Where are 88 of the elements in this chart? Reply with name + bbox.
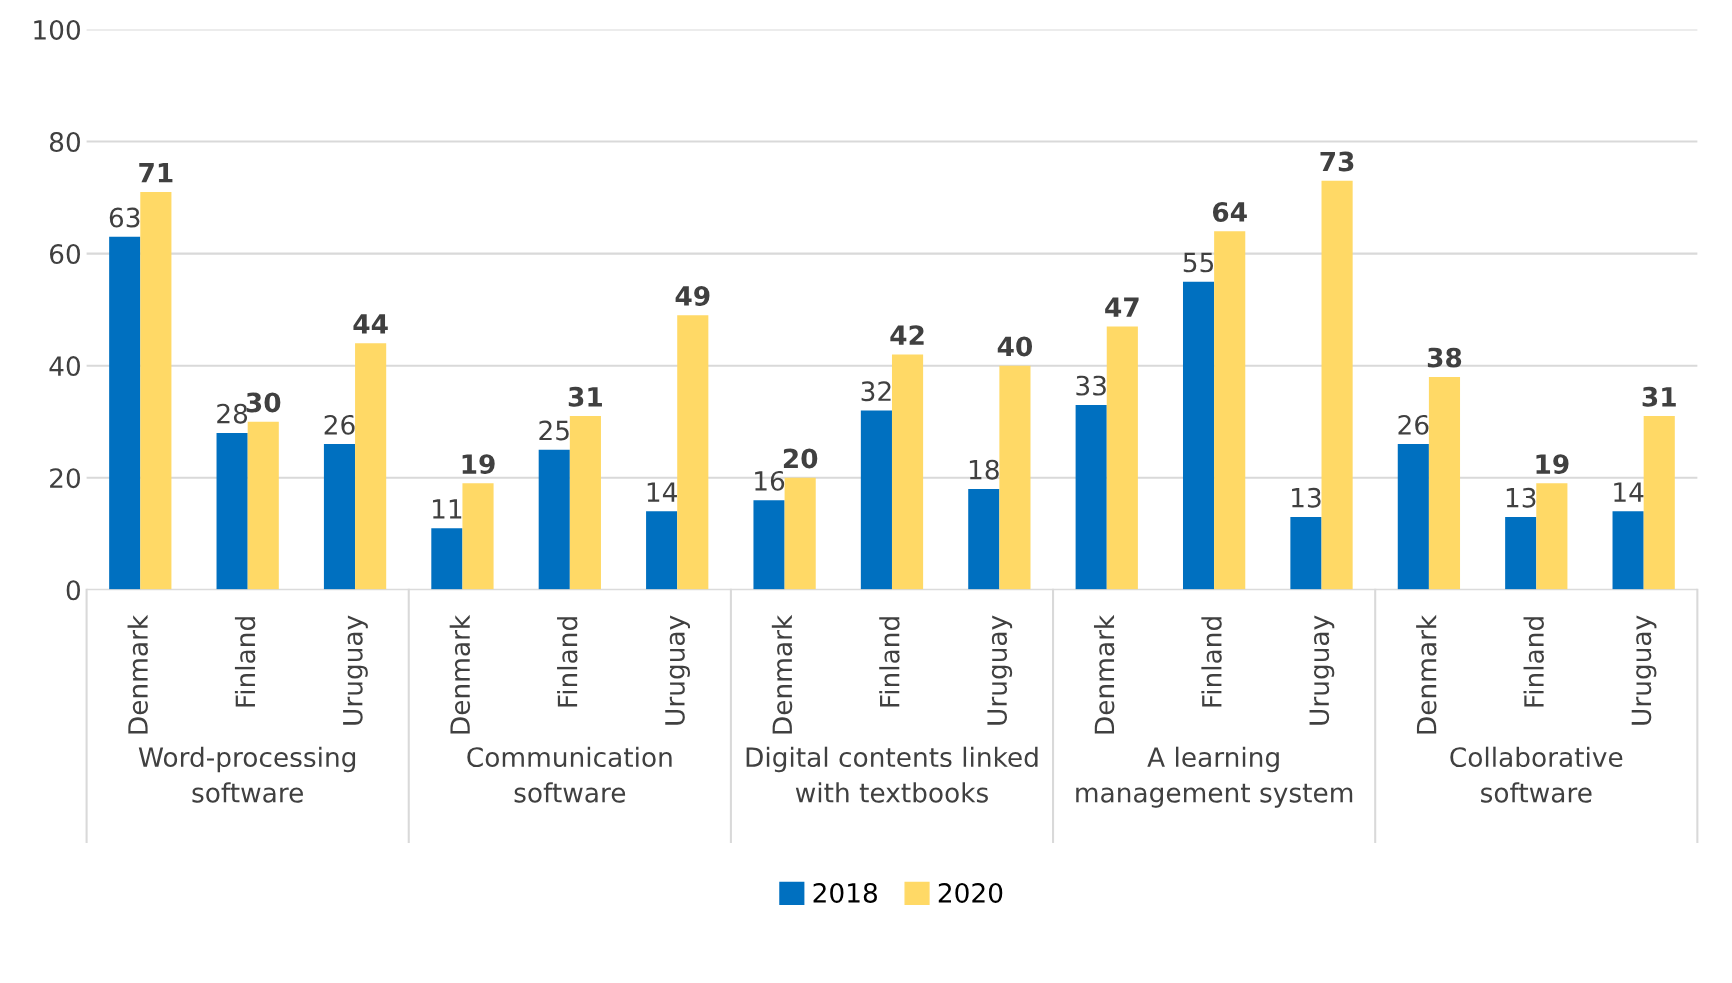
bar bbox=[216, 432, 248, 590]
x-tick-label: Uruguay bbox=[1631, 615, 1657, 725]
x-tick-label: Finland bbox=[234, 617, 256, 707]
bar bbox=[784, 477, 816, 590]
x-tick-label: Finland bbox=[879, 617, 900, 707]
data-label: 31 bbox=[568, 386, 602, 407]
data-label: 19 bbox=[462, 454, 495, 475]
x-tick-label: Denmark bbox=[127, 614, 148, 734]
x-tick-label: Denmark bbox=[1093, 614, 1115, 734]
data-label: 33 bbox=[1076, 375, 1106, 396]
bar bbox=[1428, 376, 1461, 590]
x-tick-label: Uruguay bbox=[343, 615, 368, 725]
data-label: 30 bbox=[246, 392, 281, 413]
data-label: 31 bbox=[1642, 386, 1676, 407]
bar bbox=[1643, 416, 1675, 590]
x-tick-label: Finland bbox=[1523, 617, 1544, 707]
data-label: 13 bbox=[1506, 487, 1536, 508]
data-label: 18 bbox=[969, 459, 999, 480]
text: Digital contents linked with textbooks bbox=[746, 746, 1038, 803]
legend-label: 2020 bbox=[938, 882, 1003, 903]
data-label: 64 bbox=[1212, 201, 1247, 222]
bar bbox=[1075, 404, 1107, 590]
data-label: 49 bbox=[675, 286, 710, 306]
data-label: 44 bbox=[353, 314, 388, 334]
data-label: 28 bbox=[217, 403, 248, 424]
bar bbox=[1106, 326, 1138, 590]
data-label: 16 bbox=[755, 470, 785, 491]
data-label: 63 bbox=[109, 207, 140, 228]
y-tick-label: 40 bbox=[49, 356, 80, 377]
x-tick-label: Denmark bbox=[1416, 614, 1437, 734]
y-tick-label: 80 bbox=[49, 131, 80, 152]
data-label: 11 bbox=[432, 499, 462, 519]
bar bbox=[1612, 511, 1644, 590]
bar bbox=[1214, 231, 1246, 590]
x-tick-label: Denmark bbox=[771, 614, 793, 734]
y-tick-label: 0 bbox=[66, 580, 80, 601]
data-label: 42 bbox=[890, 325, 924, 345]
y-tick-label: 100 bbox=[34, 19, 80, 40]
bar bbox=[569, 416, 601, 590]
bar bbox=[1290, 516, 1322, 590]
bar bbox=[1182, 281, 1215, 590]
x-tick-label: Finland bbox=[557, 617, 578, 707]
data-label: 71 bbox=[139, 163, 173, 183]
bar bbox=[247, 421, 279, 590]
bar bbox=[355, 343, 387, 590]
bar bbox=[968, 488, 1000, 590]
data-label: 38 bbox=[1427, 347, 1462, 368]
data-label: 26 bbox=[1398, 414, 1429, 435]
text: Collaborative software bbox=[1450, 746, 1623, 803]
data-label: 13 bbox=[1292, 487, 1321, 508]
bar bbox=[140, 191, 172, 590]
bar bbox=[753, 500, 785, 590]
data-label: 26 bbox=[324, 414, 355, 435]
x-tick-label: Uruguay bbox=[987, 615, 1013, 725]
text: Word-processing software bbox=[138, 746, 356, 803]
legend-label: 2018 bbox=[813, 882, 877, 903]
bar bbox=[999, 365, 1031, 590]
bar bbox=[431, 528, 463, 590]
bar bbox=[891, 354, 924, 590]
data-label: 14 bbox=[1614, 482, 1644, 502]
data-label: 73 bbox=[1320, 151, 1354, 172]
bar bbox=[538, 449, 570, 590]
y-tick-label: 60 bbox=[50, 244, 80, 265]
bar bbox=[1536, 483, 1568, 590]
bar bbox=[1321, 180, 1353, 590]
bar bbox=[677, 315, 709, 590]
data-label: 55 bbox=[1183, 252, 1214, 273]
data-label: 25 bbox=[539, 420, 569, 441]
text: Communication software bbox=[467, 746, 672, 803]
data-label: 20 bbox=[783, 448, 818, 469]
text: A learning management system bbox=[1076, 746, 1353, 808]
data-label: 19 bbox=[1536, 454, 1569, 475]
bar bbox=[109, 236, 141, 590]
data-label: 14 bbox=[647, 482, 677, 502]
x-tick-label: Finland bbox=[1201, 617, 1222, 707]
x-tick-label: Denmark bbox=[449, 614, 471, 734]
bar bbox=[646, 511, 678, 590]
x-tick-label: Uruguay bbox=[665, 615, 690, 725]
bar bbox=[1397, 444, 1429, 590]
data-label: 32 bbox=[861, 381, 891, 402]
bar bbox=[1505, 516, 1537, 590]
y-tick-label: 20 bbox=[50, 468, 80, 489]
data-label: 40 bbox=[997, 336, 1033, 357]
bar bbox=[860, 410, 892, 590]
bar bbox=[323, 444, 356, 590]
bar bbox=[462, 483, 494, 590]
x-tick-label: Uruguay bbox=[1309, 615, 1335, 725]
data-label: 47 bbox=[1105, 297, 1139, 317]
